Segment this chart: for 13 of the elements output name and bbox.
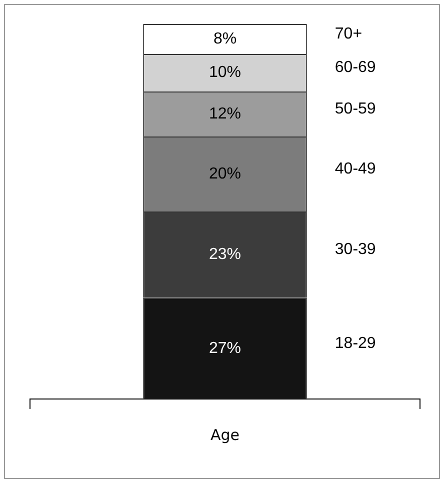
series-label: 30-39 [334, 241, 376, 258]
series-label: 50-59 [334, 100, 376, 118]
data-label: 12% [208, 105, 242, 122]
data-label: 27% [208, 340, 242, 357]
x-axis-title: Age [210, 426, 240, 444]
series-label: 70+ [334, 25, 362, 42]
data-label: 23% [208, 246, 242, 264]
series-label: 40-49 [334, 160, 376, 178]
data-label: 20% [208, 165, 242, 182]
series-label: 18-29 [334, 334, 376, 352]
series-label: 60-69 [334, 59, 376, 76]
data-label: 8% [213, 30, 237, 48]
data-label: 10% [208, 64, 242, 82]
